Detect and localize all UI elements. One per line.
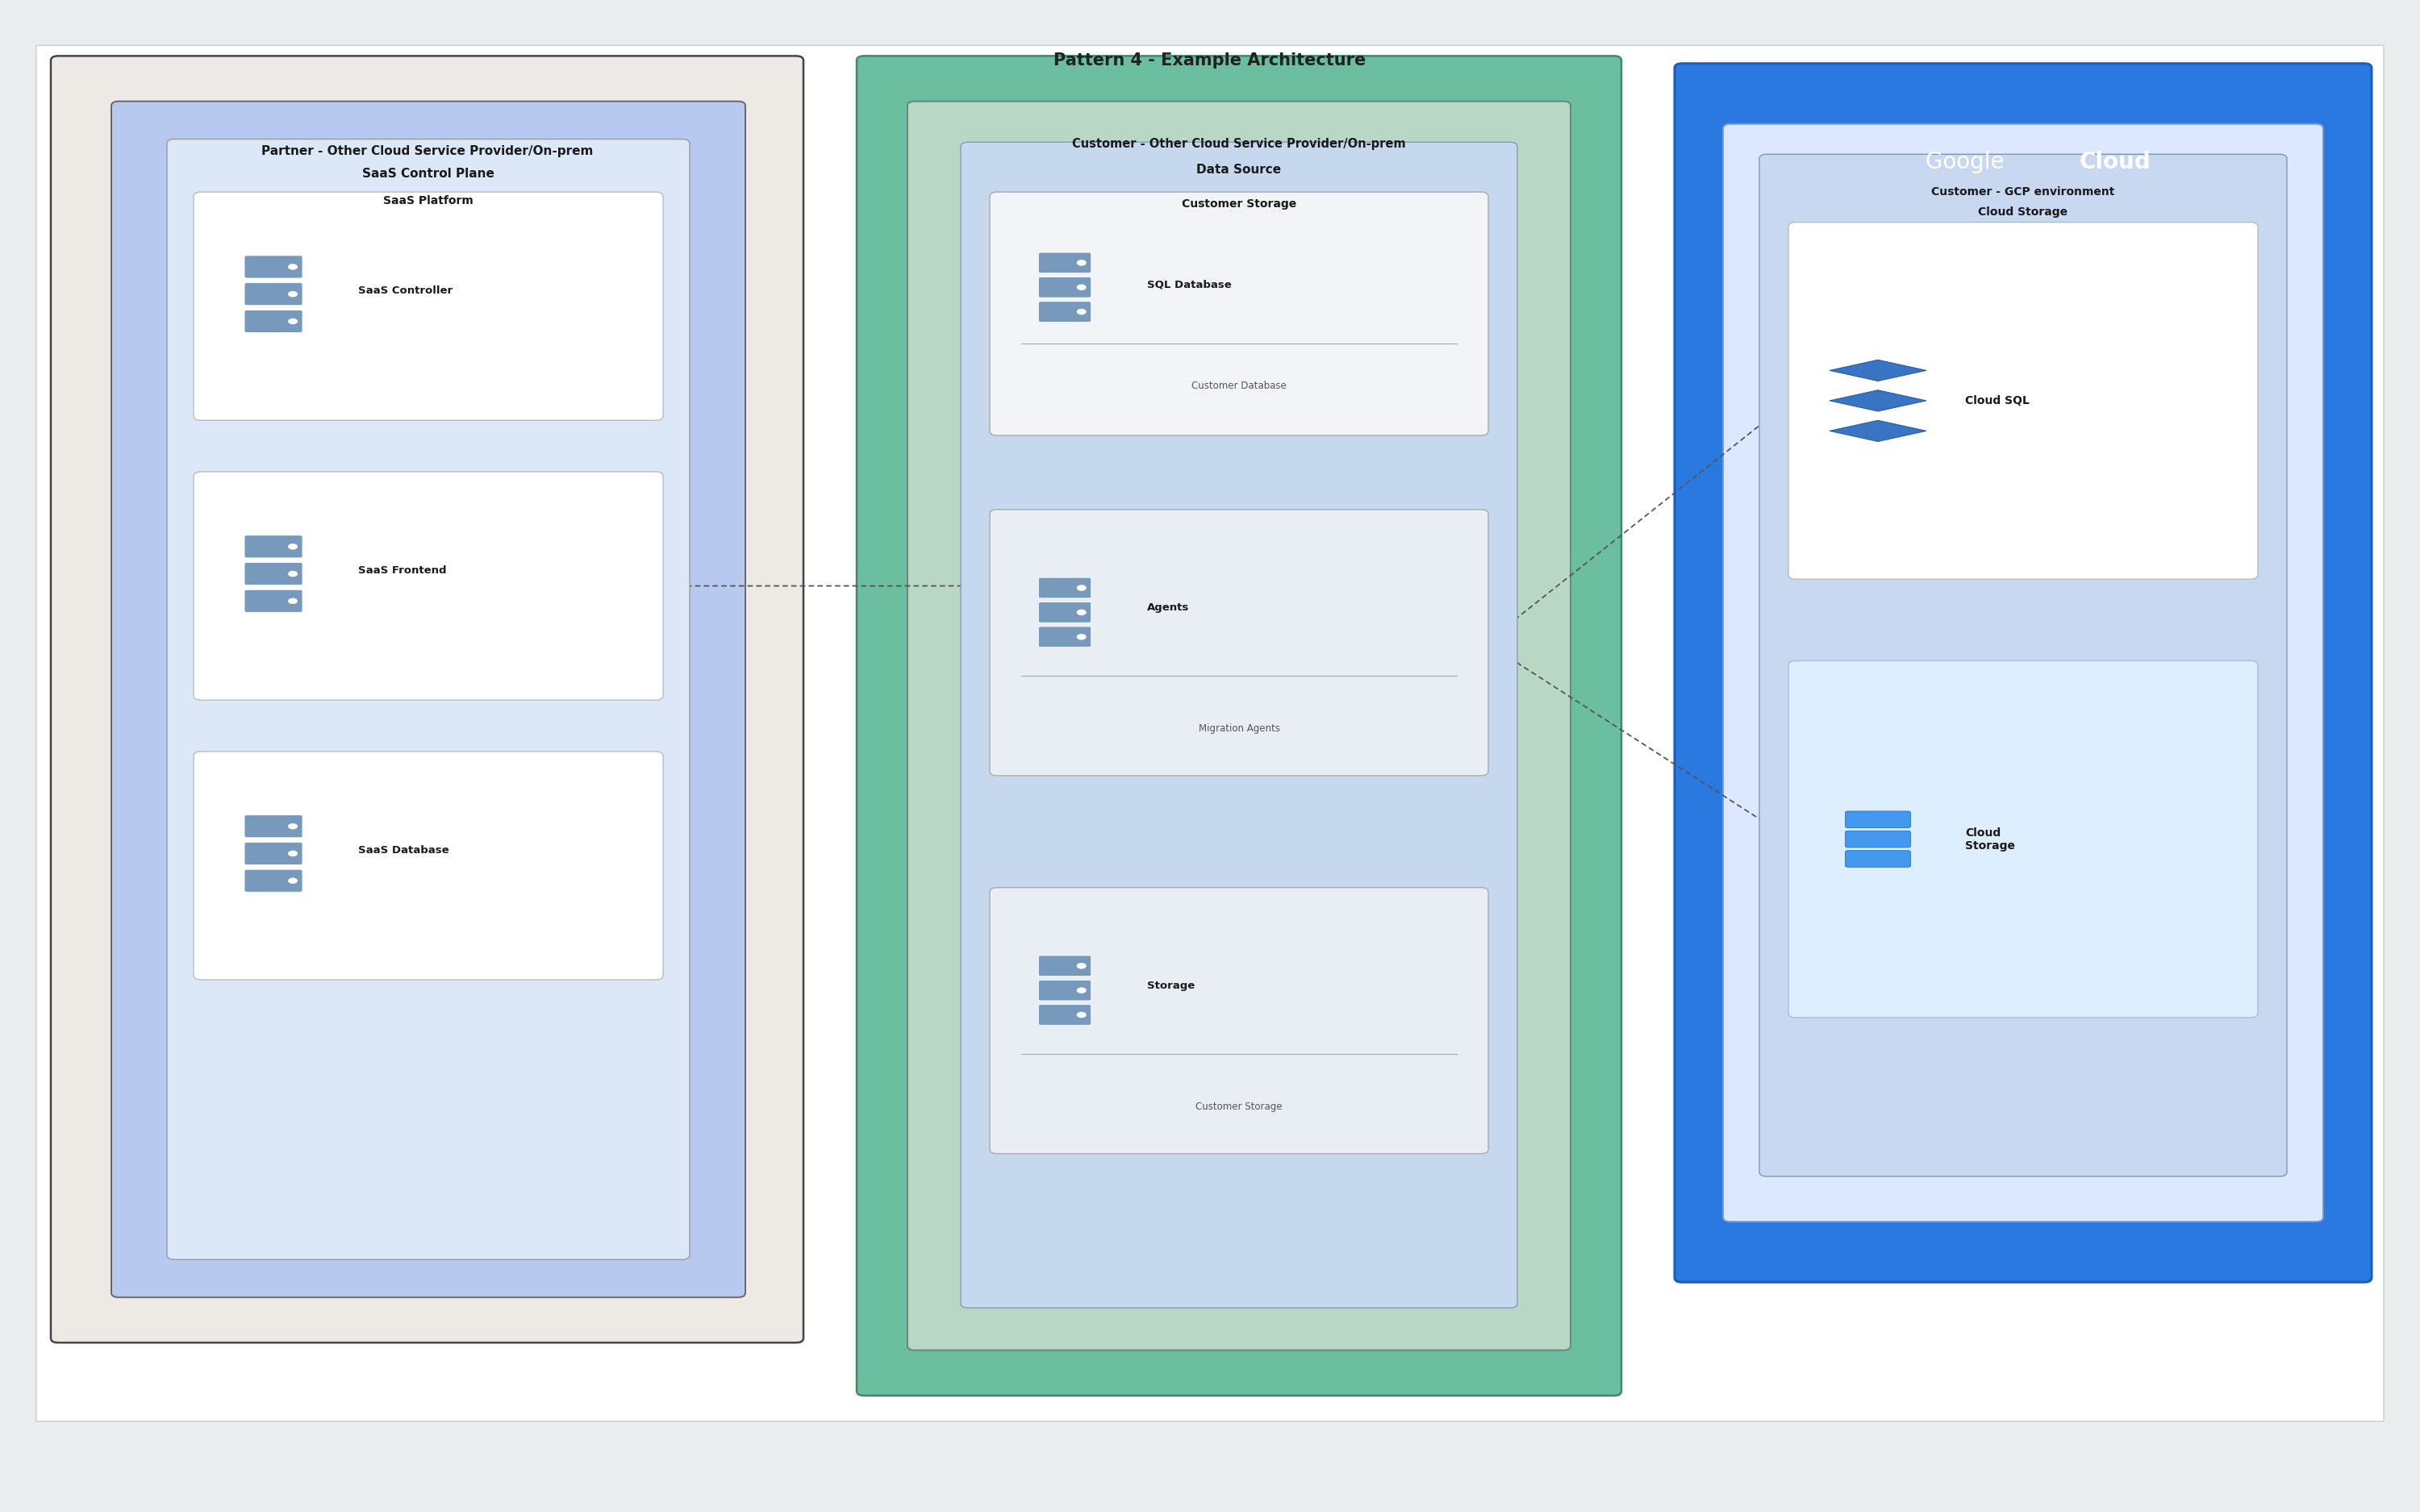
Circle shape xyxy=(1077,634,1087,640)
FancyBboxPatch shape xyxy=(1844,850,1912,866)
FancyBboxPatch shape xyxy=(244,562,302,585)
Circle shape xyxy=(288,823,298,829)
Text: SQL Database: SQL Database xyxy=(1147,280,1232,289)
FancyBboxPatch shape xyxy=(244,283,302,305)
Text: Customer Storage: Customer Storage xyxy=(1195,1102,1283,1111)
FancyBboxPatch shape xyxy=(1788,222,2258,579)
Circle shape xyxy=(1077,609,1087,615)
Circle shape xyxy=(288,543,298,549)
Polygon shape xyxy=(1830,390,1926,411)
FancyBboxPatch shape xyxy=(1759,154,2287,1176)
FancyBboxPatch shape xyxy=(1675,64,2372,1282)
FancyBboxPatch shape xyxy=(244,842,302,865)
Circle shape xyxy=(288,877,298,883)
FancyBboxPatch shape xyxy=(908,101,1571,1350)
FancyBboxPatch shape xyxy=(1038,1004,1091,1025)
Text: Customer - GCP environment: Customer - GCP environment xyxy=(1931,186,2115,198)
Text: Agents: Agents xyxy=(1147,603,1188,612)
Text: SaaS Controller: SaaS Controller xyxy=(358,286,453,296)
FancyBboxPatch shape xyxy=(1038,578,1091,599)
FancyBboxPatch shape xyxy=(244,590,302,612)
FancyBboxPatch shape xyxy=(857,56,1621,1396)
Text: Cloud SQL: Cloud SQL xyxy=(1965,395,2030,407)
Text: Migration Agents: Migration Agents xyxy=(1198,724,1280,733)
FancyBboxPatch shape xyxy=(111,101,745,1297)
Circle shape xyxy=(288,263,298,269)
FancyBboxPatch shape xyxy=(194,472,663,700)
Text: Customer - Other Cloud Service Provider/On-prem: Customer - Other Cloud Service Provider/… xyxy=(1072,138,1406,150)
FancyBboxPatch shape xyxy=(1038,301,1091,322)
Text: Cloud: Cloud xyxy=(2079,151,2151,172)
Circle shape xyxy=(1077,963,1087,969)
FancyBboxPatch shape xyxy=(194,751,663,980)
FancyBboxPatch shape xyxy=(244,869,302,892)
Text: Storage: Storage xyxy=(1147,981,1195,990)
FancyBboxPatch shape xyxy=(990,888,1488,1154)
Circle shape xyxy=(1077,308,1087,314)
FancyBboxPatch shape xyxy=(36,45,2384,1421)
FancyBboxPatch shape xyxy=(1038,980,1091,1001)
FancyBboxPatch shape xyxy=(244,256,302,278)
Circle shape xyxy=(288,318,298,324)
FancyBboxPatch shape xyxy=(244,815,302,838)
Text: SaaS Platform: SaaS Platform xyxy=(382,195,474,207)
Text: SaaS Control Plane: SaaS Control Plane xyxy=(363,168,494,180)
Polygon shape xyxy=(1830,360,1926,381)
FancyBboxPatch shape xyxy=(167,139,690,1259)
FancyBboxPatch shape xyxy=(1038,602,1091,623)
FancyBboxPatch shape xyxy=(1844,832,1912,847)
Circle shape xyxy=(1077,987,1087,993)
Text: Customer Storage: Customer Storage xyxy=(1181,198,1297,210)
Circle shape xyxy=(288,850,298,856)
Text: Data Source: Data Source xyxy=(1195,163,1283,175)
FancyBboxPatch shape xyxy=(961,142,1517,1308)
FancyBboxPatch shape xyxy=(990,510,1488,776)
Circle shape xyxy=(1077,284,1087,290)
FancyBboxPatch shape xyxy=(1038,277,1091,298)
Polygon shape xyxy=(1830,420,1926,442)
Text: Customer Database: Customer Database xyxy=(1191,381,1287,390)
FancyBboxPatch shape xyxy=(1038,253,1091,274)
FancyBboxPatch shape xyxy=(244,535,302,558)
FancyBboxPatch shape xyxy=(1038,626,1091,647)
Text: Partner - Other Cloud Service Provider/On-prem: Partner - Other Cloud Service Provider/O… xyxy=(261,145,593,157)
FancyBboxPatch shape xyxy=(244,310,302,333)
Circle shape xyxy=(288,597,298,603)
Text: SaaS Database: SaaS Database xyxy=(358,845,450,856)
FancyBboxPatch shape xyxy=(1723,124,2323,1222)
Circle shape xyxy=(288,570,298,576)
Circle shape xyxy=(1077,1012,1087,1018)
Text: Cloud
Storage: Cloud Storage xyxy=(1965,827,2016,851)
Text: Pattern 4 - Example Architecture: Pattern 4 - Example Architecture xyxy=(1053,53,1367,68)
FancyBboxPatch shape xyxy=(1788,661,2258,1018)
FancyBboxPatch shape xyxy=(1844,810,1912,829)
Circle shape xyxy=(1077,260,1087,266)
FancyBboxPatch shape xyxy=(51,56,803,1343)
FancyBboxPatch shape xyxy=(990,192,1488,435)
Circle shape xyxy=(288,290,298,296)
Text: Google: Google xyxy=(1926,151,2011,172)
Circle shape xyxy=(1077,585,1087,591)
FancyBboxPatch shape xyxy=(1038,956,1091,977)
FancyBboxPatch shape xyxy=(194,192,663,420)
Text: Cloud Storage: Cloud Storage xyxy=(1977,206,2069,218)
Text: SaaS Frontend: SaaS Frontend xyxy=(358,565,445,576)
